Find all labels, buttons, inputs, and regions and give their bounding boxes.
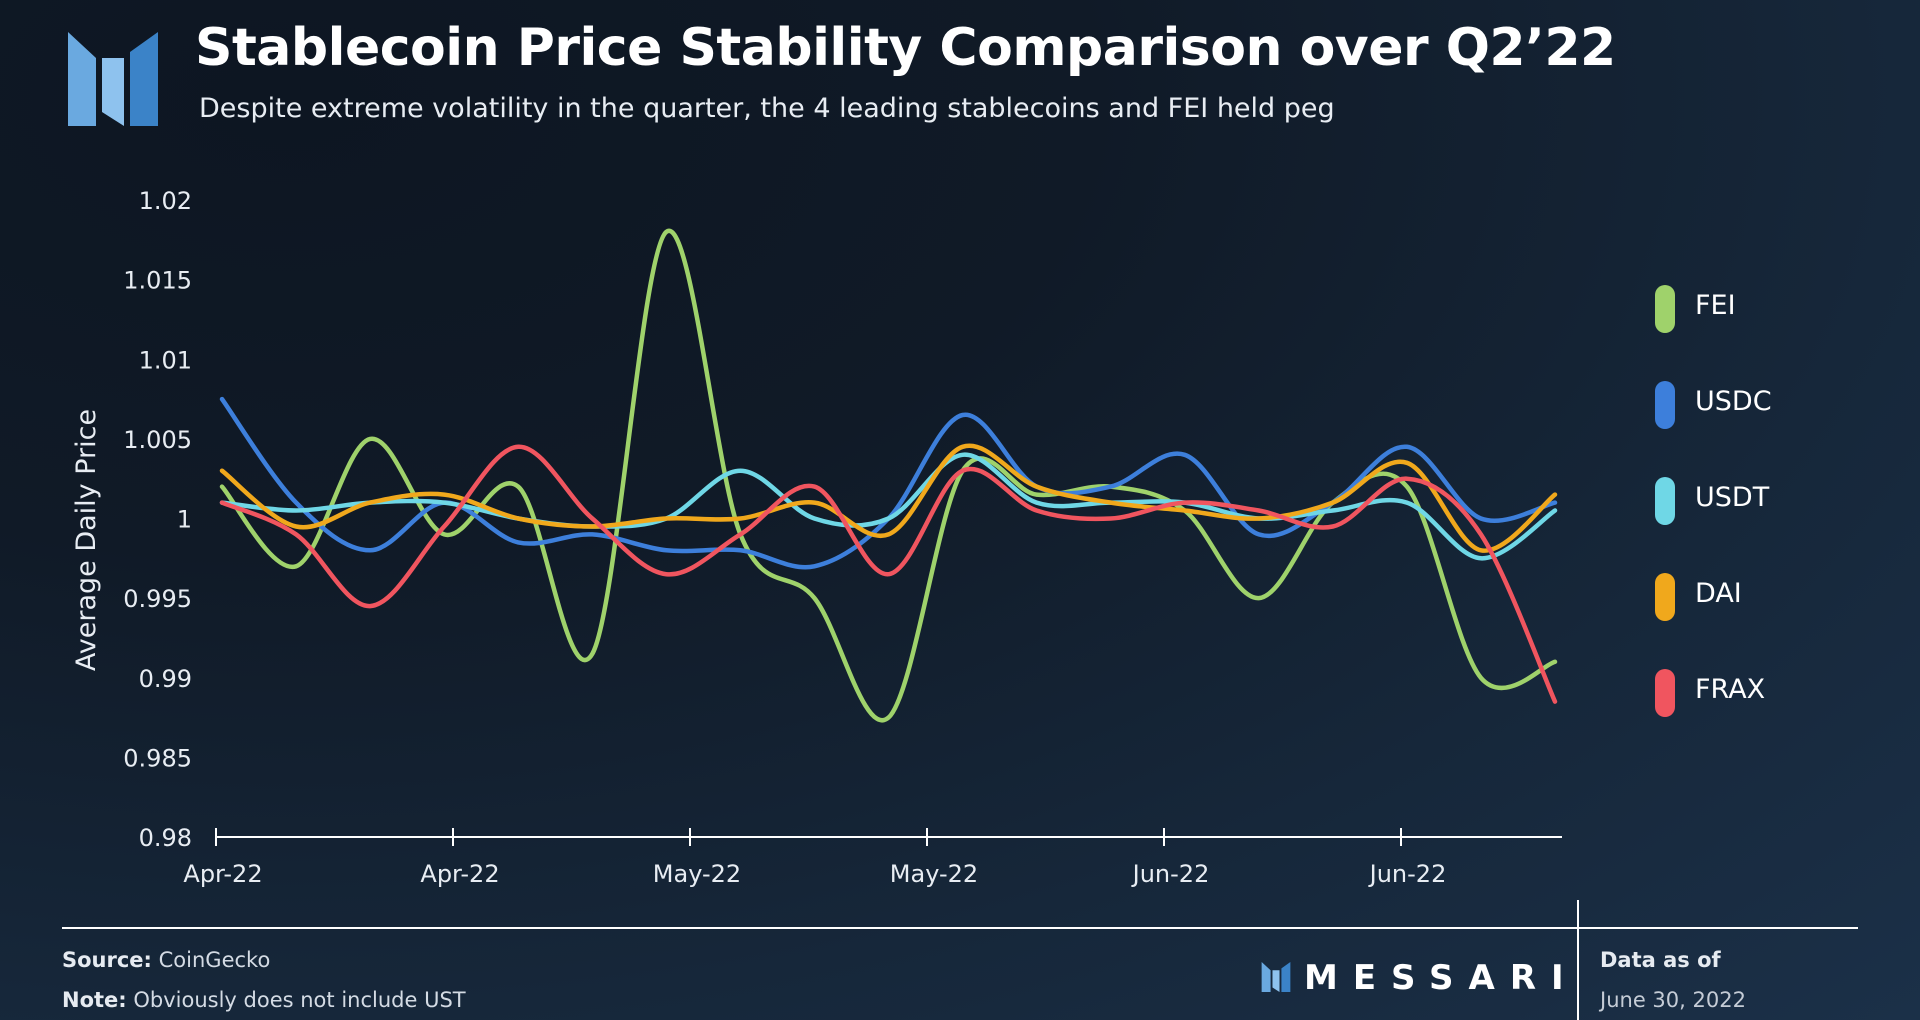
x-tick-label: Apr-22: [183, 860, 262, 888]
source-note: Source: CoinGecko: [62, 948, 270, 972]
footer-note: Note: Obviously does not include UST: [62, 988, 466, 1012]
line-chart: 0.98 0.985 0.99 0.995 1 1.005 1.01 1.015 1.02 Ap…: [71, 187, 1562, 888]
y-tick-label: 1: [177, 506, 192, 534]
series-line-fei: [219, 228, 1558, 723]
y-tick-label: 0.995: [123, 585, 192, 613]
y-tick-label: 1.02: [139, 187, 192, 215]
y-tick-label: 0.985: [123, 744, 192, 772]
legend-swatch-dai: [1655, 573, 1675, 621]
x-tick-label: Apr-22: [420, 860, 499, 888]
x-axis: Apr-22 Apr-22 May-22 May-22 Jun-22 Jun-22: [183, 828, 1562, 888]
series-line-usdc: [219, 396, 1558, 570]
series-line-frax: [219, 444, 1558, 704]
legend-label-usdt: USDT: [1695, 482, 1770, 513]
footer-vertical-divider: [1577, 900, 1579, 1020]
note-value: Obviously does not include UST: [133, 988, 466, 1012]
legend-swatch-usdc: [1655, 381, 1675, 429]
source-value: CoinGecko: [158, 948, 271, 972]
messari-brand-icon: [1261, 962, 1291, 992]
source-label: Source:: [62, 948, 152, 972]
series-line-dai: [219, 443, 1558, 553]
legend-swatch-frax: [1655, 669, 1675, 717]
y-tick-label: 1.005: [123, 426, 192, 454]
legend-label-usdc: USDC: [1695, 386, 1772, 417]
brand-wordmark: MESSARI: [1304, 958, 1579, 998]
x-tick-label: Jun-22: [1131, 860, 1210, 888]
x-tick-label: May-22: [653, 860, 741, 888]
x-tick-label: Jun-22: [1368, 860, 1447, 888]
series-lines: [219, 228, 1558, 723]
legend-label-fei: FEI: [1695, 290, 1736, 321]
x-tick-label: May-22: [890, 860, 978, 888]
legend-label-dai: DAI: [1695, 578, 1742, 609]
series-line-usdt: [219, 452, 1558, 561]
y-tick-label: 1.015: [123, 267, 192, 295]
legend-label-frax: FRAX: [1695, 674, 1766, 705]
chart-subtitle: Despite extreme volatility in the quarte…: [199, 93, 1335, 124]
y-axis-label: Average Daily Price: [71, 409, 102, 671]
footer-divider: [62, 927, 1858, 929]
legend-swatch-usdt: [1655, 477, 1675, 525]
messari-logo-icon: [68, 32, 158, 126]
y-tick-label: 0.98: [139, 824, 192, 852]
y-tick-label: 0.99: [139, 665, 192, 693]
note-label: Note:: [62, 988, 127, 1012]
data-as-of-label: Data as of: [1600, 948, 1721, 972]
y-tick-label: 1.01: [139, 346, 192, 374]
legend-swatch-fei: [1655, 285, 1675, 333]
data-as-of-date: June 30, 2022: [1600, 988, 1746, 1012]
y-axis: 0.98 0.985 0.99 0.995 1 1.005 1.01 1.015 1.02: [123, 187, 192, 852]
chart-title: Stablecoin Price Stability Comparison ov…: [195, 18, 1616, 78]
